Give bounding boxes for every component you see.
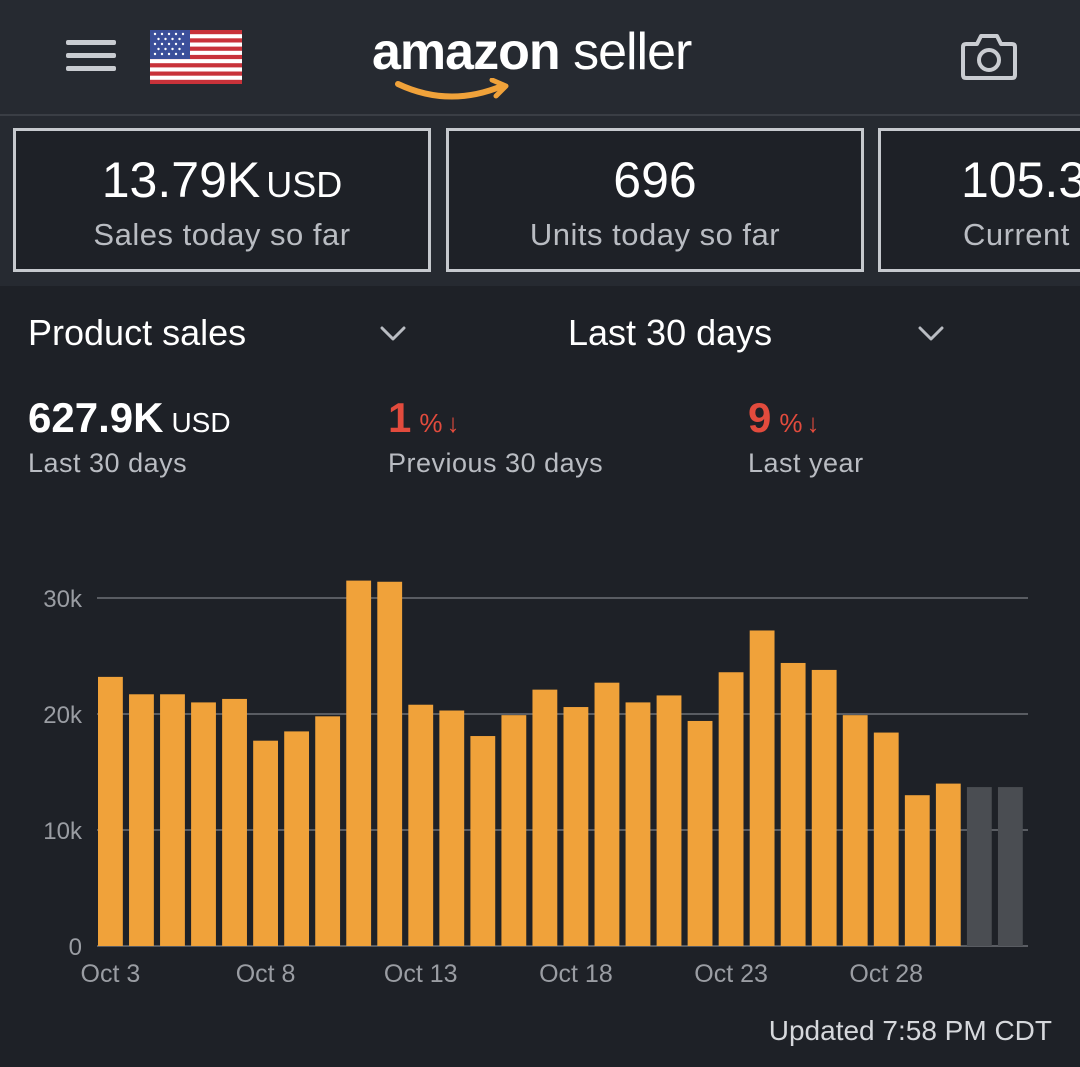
bar-oct-5[interactable] (160, 694, 185, 946)
kpi-number: 696 (613, 152, 697, 208)
bar-oct-21[interactable] (656, 695, 682, 946)
metric-dropdown-label: Product sales (28, 312, 247, 353)
camera-icon[interactable] (960, 30, 1018, 82)
chevron-down-icon (918, 326, 944, 341)
y-tick-label: 10k (43, 818, 83, 845)
bar-nov-1[interactable] (997, 787, 1023, 946)
bar-oct-11[interactable] (346, 580, 372, 946)
kpi-card-units[interactable]: 696 Units today so far (446, 128, 864, 272)
bar-oct-9[interactable] (284, 731, 310, 946)
bar-oct-29[interactable] (904, 795, 930, 946)
sales-bar-chart[interactable]: 0 10k 20k 30k Oct 3 Oct 8 Oct 13 Oct 18 Oct 23 Oc… (0, 560, 1080, 1000)
us-flag-icon[interactable] (150, 30, 242, 84)
percent-sign: % (779, 408, 803, 438)
bar-oct-18[interactable] (563, 707, 589, 946)
total-sales-unit: USD (171, 407, 231, 438)
previous-period-stat: 1% ↓ Previous 30 days (388, 394, 603, 479)
total-sales-value: 627.9K USD (28, 394, 231, 442)
bar-oct-22[interactable] (687, 720, 713, 946)
kpi-label: Units today so far (529, 217, 781, 252)
bar-oct-20[interactable] (625, 702, 651, 946)
previous-period-number: 1 (388, 394, 412, 441)
bar-oct-15[interactable] (470, 736, 496, 946)
x-tick-label: Oct 8 (236, 960, 296, 988)
logo-light-text: seller (573, 23, 692, 81)
bar-oct-4[interactable] (129, 694, 154, 946)
previous-period-change: 1% ↓ (388, 394, 603, 442)
bar-oct-14[interactable] (439, 710, 465, 946)
x-tick-label: Oct 18 (539, 960, 613, 988)
amazon-seller-logo: amazon seller (372, 20, 712, 100)
period-dropdown-label: Last 30 days (568, 312, 773, 353)
bar-oct-28[interactable] (873, 732, 899, 946)
bar-oct-30[interactable] (935, 783, 961, 946)
kpi-value: 13.79K USD (16, 151, 428, 209)
metric-dropdown[interactable]: Product sales (28, 312, 408, 364)
bar-oct-23[interactable] (718, 672, 744, 946)
kpi-label: Current (963, 217, 1070, 252)
bar-oct-31[interactable] (966, 787, 992, 946)
bar-oct-19[interactable] (594, 682, 620, 946)
last-year-label: Last year (748, 448, 864, 478)
top-bar: amazon seller (0, 0, 1080, 116)
y-tick-label: 30k (43, 586, 83, 613)
kpi-number: 13.79K (101, 152, 261, 208)
bar-oct-12[interactable] (377, 581, 403, 946)
last-year-change: 9% ↓ (748, 394, 864, 442)
bar-oct-7[interactable] (222, 698, 247, 946)
total-sales-label: Last 30 days (28, 448, 188, 478)
y-tick-label: 0 (69, 934, 82, 961)
hamburger-menu-icon[interactable] (66, 38, 118, 74)
previous-period-label: Previous 30 days (388, 448, 604, 478)
period-dropdown[interactable]: Last 30 days (568, 312, 948, 364)
kpi-value: 105.3 (961, 151, 1080, 209)
kpi-card-current[interactable]: 105.3 Current (878, 128, 1080, 272)
total-sales-number: 627.9K (28, 394, 164, 441)
kpi-value: 696 (449, 151, 861, 209)
x-tick-label: Oct 13 (384, 960, 458, 988)
bar-oct-3[interactable] (98, 676, 123, 946)
amazon-smile-icon (395, 78, 509, 100)
bar-oct-6[interactable] (191, 702, 216, 946)
bar-oct-13[interactable] (408, 704, 434, 946)
bar-oct-25[interactable] (780, 662, 806, 946)
bar-oct-16[interactable] (501, 715, 527, 946)
kpi-number: 105.3 (961, 152, 1080, 208)
bar-oct-8[interactable] (253, 740, 278, 946)
kpi-unit: USD (266, 164, 343, 205)
bar-oct-17[interactable] (532, 689, 558, 946)
bar-oct-24[interactable] (749, 630, 775, 946)
last-year-stat: 9% ↓ Last year (748, 394, 864, 479)
x-tick-label: Oct 28 (849, 960, 923, 988)
updated-timestamp: Updated 7:58 PM CDT (768, 1015, 1052, 1046)
x-tick-label: Oct 3 (81, 960, 141, 988)
total-sales-stat: 627.9K USD Last 30 days (28, 394, 231, 479)
x-tick-label: Oct 23 (694, 960, 768, 988)
kpi-strip[interactable]: 13.79K USD Sales today so far 696 Units t… (0, 116, 1080, 286)
kpi-card-sales[interactable]: 13.79K USD Sales today so far (13, 128, 431, 272)
down-arrow-icon: ↓ (446, 408, 460, 438)
percent-sign: % (419, 408, 443, 438)
chevron-down-icon (380, 326, 406, 341)
down-arrow-icon: ↓ (806, 408, 820, 438)
kpi-label: Sales today so far (93, 217, 351, 252)
bar-oct-10[interactable] (315, 716, 341, 946)
bar-oct-26[interactable] (811, 669, 837, 946)
last-year-number: 9 (748, 394, 772, 441)
y-tick-label: 20k (43, 702, 83, 729)
logo-bold-text: amazon (372, 23, 561, 81)
bar-oct-27[interactable] (842, 715, 868, 946)
